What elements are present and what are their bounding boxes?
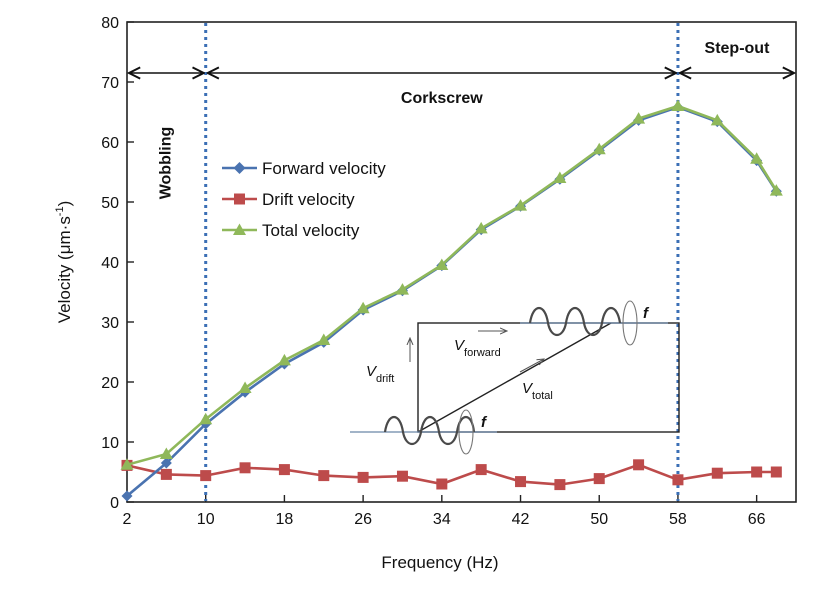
data-point-drift [593,473,605,485]
y-tick-label: 60 [101,135,119,152]
data-point-drift [278,464,290,476]
helix-upper-icon [520,300,668,346]
x-tick-label: 58 [669,511,687,528]
y-tick-label: 40 [101,255,119,272]
helix-lower-icon [350,409,497,455]
inset-total-arrow [519,359,544,373]
legend-label-forward: Forward velocity [262,159,386,178]
inset-schematic: Vdrift Vforward Vtotal f f [350,300,680,455]
region-label: Wobbling [157,127,174,200]
data-point-drift [436,478,448,490]
data-point-total [356,301,370,314]
data-point-drift [200,470,212,482]
inset-total-label: Vtotal [522,380,553,402]
data-point-total [514,199,528,211]
data-point-total [317,333,331,345]
data-point-drift [633,459,645,471]
data-point-total [553,171,567,183]
data-point-total [435,258,449,270]
x-tick-label: 10 [197,511,215,528]
data-point-total [159,447,173,459]
data-point-total [238,381,252,393]
legend: Forward velocity Drift velocity Total ve… [222,159,386,240]
y-tick-label: 70 [101,75,119,92]
region-label: Corkscrew [401,90,483,107]
x-tick-label: 34 [433,511,451,528]
data-point-drift [515,476,527,488]
inset-drift-label: Vdrift [366,363,394,385]
x-tick-label: 42 [512,511,530,528]
data-point-total [120,458,134,470]
data-point-total [199,412,213,425]
x-axis-title: Frequency (Hz) [381,553,498,572]
data-point-drift [475,464,487,476]
legend-item-total: Total velocity [222,221,360,240]
data-point-total [750,152,764,164]
x-tick-label: 18 [276,511,294,528]
x-tick-label: 50 [590,511,608,528]
axes-layer: 0 10 20 30 40 50 60 70 80 2 10 18 26 34 42 50 58 66 [101,15,765,528]
data-point-forward [121,490,133,502]
data-point-drift [711,467,723,479]
series-layer [120,99,783,502]
inset-freq-label-upper: f [643,305,650,322]
data-point-forward [160,457,172,469]
inset-total-diagonal [417,322,612,433]
data-point-drift [554,479,566,491]
data-point-drift [751,466,763,478]
y-tick-label: 10 [101,435,119,452]
y-tick-label: 0 [110,495,119,512]
inset-freq-label-lower: f [481,414,488,431]
x-tick-label: 2 [123,511,132,528]
inset-forward-label: Vforward [454,337,501,359]
y-axis-title: Velocity (μm·s-1) [54,201,74,324]
data-point-drift [160,468,172,480]
y-tick-label: 80 [101,15,119,32]
y-tick-label: 50 [101,195,119,212]
data-point-total [395,283,409,295]
y-tick-label: 20 [101,375,119,392]
legend-label-drift: Drift velocity [262,190,355,209]
legend-item-forward: Forward velocity [222,159,386,178]
data-point-total [671,99,685,111]
data-point-drift [239,462,251,474]
series-line [126,104,778,467]
data-point-drift [318,470,330,482]
data-point-total [632,112,646,124]
data-point-total [277,353,291,366]
series-line [126,463,777,486]
x-tick-label: 66 [748,511,766,528]
data-point-drift [357,471,369,483]
legend-label-total: Total velocity [262,221,360,240]
region-label: Step-out [705,40,771,57]
data-point-drift [672,474,684,486]
data-point-total [710,113,724,126]
data-point-drift [396,470,408,482]
data-point-drift [770,466,782,478]
data-point-total [592,142,606,155]
legend-item-drift: Drift velocity [222,190,355,209]
data-point-total [769,184,783,196]
phase-regions: Wobbling Corkscrew Step-out [129,40,794,199]
y-tick-label: 30 [101,315,119,332]
data-point-total [474,221,488,234]
x-tick-label: 26 [354,511,372,528]
